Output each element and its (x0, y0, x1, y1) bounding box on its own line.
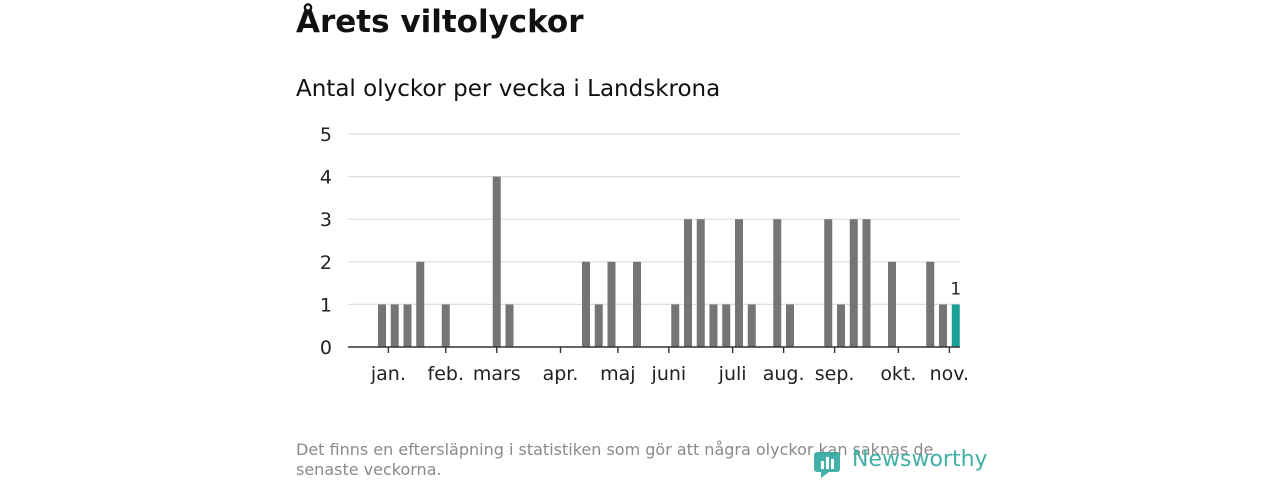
bar-series (378, 176, 960, 347)
x-axis: jan. feb. mars apr. maj juni juli aug. sep. okt. n… (348, 346, 969, 385)
bar-week-2 (390, 304, 399, 347)
bar-week-24 (671, 304, 680, 347)
bar-week-44 (926, 261, 935, 347)
bar-week-21 (633, 261, 641, 347)
x-tick-label-mars: mars (473, 363, 521, 385)
bar-chart: 0 1 2 3 4 5 jan. feb. mars apr. maj juni juli aug. se… (320, 124, 969, 385)
bar-week-33 (786, 304, 794, 347)
y-tick-label-5: 5 (320, 124, 332, 146)
bar-week-38 (849, 219, 858, 347)
bar-week-10 (492, 176, 501, 347)
x-tick-label-nov.: nov. (930, 363, 969, 385)
bar-week-25 (684, 219, 692, 347)
x-tick-label-sep.: sep. (815, 363, 855, 385)
x-tick-label-apr.: apr. (543, 363, 579, 385)
bar-week-46 (951, 304, 960, 347)
x-tick-label-maj: maj (600, 363, 635, 385)
x-tick-label-okt.: okt. (880, 363, 916, 385)
x-tick-label-aug.: aug. (763, 363, 805, 385)
bar-week-30 (747, 304, 756, 347)
y-tick-label-4: 4 (320, 167, 332, 189)
bar-week-19 (607, 261, 616, 347)
footnote: Det finns en eftersläpning i statistiken… (296, 440, 934, 479)
bar-week-29 (735, 219, 743, 347)
bar-week-6 (441, 304, 450, 347)
y-tick-label-3: 3 (320, 209, 332, 231)
y-tick-label-2: 2 (320, 252, 332, 274)
newsworthy-logo-text: Newsworthy (852, 447, 988, 472)
bar-week-1 (378, 304, 386, 347)
chart-subtitle: Antal olyckor per vecka i Landskrona (296, 76, 721, 102)
bar-week-18 (594, 304, 603, 347)
x-tick-label-juli: juli (718, 363, 747, 385)
bar-week-26 (696, 219, 705, 347)
newsworthy-logo-icon (814, 452, 840, 478)
bar-week-27 (709, 304, 718, 347)
y-tick-label-1: 1 (320, 294, 332, 316)
bar-week-17 (582, 261, 590, 347)
x-tick-label-jan.: jan. (370, 363, 406, 385)
bar-week-37 (837, 304, 845, 347)
y-tick-label-0: 0 (320, 337, 332, 359)
bar-week-11 (505, 304, 514, 347)
newsworthy-logo: Newsworthy (814, 446, 988, 480)
bar-week-3 (403, 304, 412, 347)
bar-week-28 (722, 304, 731, 347)
bar-week-36 (824, 219, 833, 347)
y-axis-ticks: 0 1 2 3 4 5 (320, 124, 332, 359)
x-tick-label-juni: juni (651, 363, 687, 385)
x-tick-label-feb.: feb. (428, 363, 464, 385)
bar-week-45 (939, 304, 947, 347)
bar-week-32 (773, 219, 782, 347)
bar-week-39 (862, 219, 871, 347)
bar-week-4 (416, 261, 425, 347)
chart-title: Årets viltolyckor (296, 4, 584, 40)
highlight-value-label: 1 (950, 279, 961, 299)
bar-week-41 (888, 261, 896, 347)
data-labels: 1 (950, 279, 961, 299)
gridlines (348, 133, 960, 305)
